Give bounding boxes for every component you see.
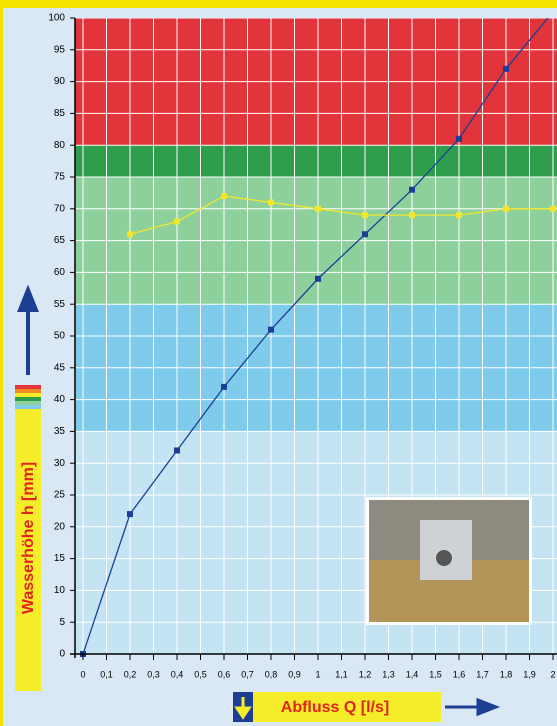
- point: [503, 65, 509, 72]
- y-tick-label: 30: [54, 458, 66, 469]
- x-tick-label: 0,1: [100, 669, 113, 679]
- y-tick-label: 90: [54, 76, 66, 87]
- photo-weir: [420, 520, 472, 580]
- point: [550, 205, 556, 212]
- y-tick-label: 95: [54, 44, 66, 55]
- x-tick-label: 1,8: [500, 669, 513, 679]
- y-tick-label: 70: [54, 203, 66, 214]
- x-tick-label: 0,7: [241, 669, 254, 679]
- x-tick-label: 0,9: [288, 669, 301, 679]
- stripe: [15, 401, 41, 405]
- y-tick-label: 75: [54, 172, 66, 183]
- point: [315, 205, 321, 212]
- point: [268, 326, 274, 333]
- x-tick-label: 2: [550, 669, 555, 679]
- y-tick-label: 60: [54, 267, 66, 278]
- y-tick-label: 50: [54, 331, 66, 342]
- x-tick-label: 1,2: [359, 669, 372, 679]
- stripe: [15, 385, 41, 389]
- down-arrow: [234, 697, 252, 720]
- stripe: [15, 405, 41, 409]
- y-tick-label: 85: [54, 108, 66, 119]
- x-tick-label: 1,4: [406, 669, 419, 679]
- x-label-box: [253, 692, 441, 722]
- x-tick-label: 0,3: [147, 669, 160, 679]
- x-tick-label: 0,2: [124, 669, 137, 679]
- point: [315, 275, 321, 282]
- x-tick-label: 1,1: [335, 669, 348, 679]
- y-tick-label: 10: [54, 585, 66, 596]
- y-tick-label: 15: [54, 553, 66, 564]
- point: [409, 212, 415, 219]
- stripe: [15, 397, 41, 401]
- y-tick-label: 100: [48, 13, 65, 24]
- x-tick-label: 1,9: [523, 669, 536, 679]
- point: [409, 186, 415, 193]
- y-label-box: [15, 385, 41, 691]
- point: [503, 205, 509, 212]
- point: [362, 231, 368, 238]
- y-tick-label: 0: [59, 649, 65, 660]
- x-tick-label: 1,5: [429, 669, 442, 679]
- y-tick-label: 20: [54, 521, 66, 532]
- x-tick-label: 0,6: [218, 669, 231, 679]
- x-tick-label: 0,8: [265, 669, 278, 679]
- x-tick-label: 0,4: [171, 669, 184, 679]
- point: [456, 135, 462, 142]
- x-tick-label: 1,3: [382, 669, 395, 679]
- x-tick-label: 1,7: [476, 669, 489, 679]
- point: [221, 193, 227, 200]
- x-tick-label: 0,5: [194, 669, 207, 679]
- y-tick-label: 45: [54, 362, 66, 373]
- stripe: [15, 389, 41, 393]
- x-tick-label: 1: [315, 669, 320, 679]
- x-tick-label: 1,6: [453, 669, 466, 679]
- y-tick-label: 5: [59, 617, 65, 628]
- y-tick-label: 35: [54, 426, 66, 437]
- x-tick-label: 0: [80, 669, 85, 679]
- y-tick-label: 65: [54, 235, 66, 246]
- point: [456, 212, 462, 219]
- photo-inset: [366, 497, 532, 625]
- point: [127, 511, 133, 518]
- y-tick-label: 40: [54, 394, 66, 405]
- point: [127, 231, 133, 238]
- legend-stripes: [15, 385, 41, 409]
- up-arrow: [17, 284, 39, 375]
- series-line: [129, 195, 553, 235]
- y-tick-label: 25: [54, 490, 66, 501]
- y-tick-label: 80: [54, 140, 66, 151]
- left-bar: [0, 0, 3, 726]
- labels: 0510152025303540455055606570758085909510…: [48, 13, 557, 679]
- point: [174, 447, 180, 454]
- point: [221, 383, 227, 390]
- stripe: [15, 393, 41, 397]
- y-axis-title: Wasserhöhe h [mm]: [20, 462, 37, 614]
- point: [174, 218, 180, 225]
- y-tick-label: 55: [54, 299, 66, 310]
- top-bar: [0, 0, 557, 8]
- point: [268, 199, 274, 206]
- x-axis-title: Abfluss Q [l/s]: [281, 699, 389, 716]
- band: [75, 145, 557, 177]
- photo-logo: [436, 550, 452, 566]
- point: [362, 212, 368, 219]
- right-arrow: [445, 697, 501, 717]
